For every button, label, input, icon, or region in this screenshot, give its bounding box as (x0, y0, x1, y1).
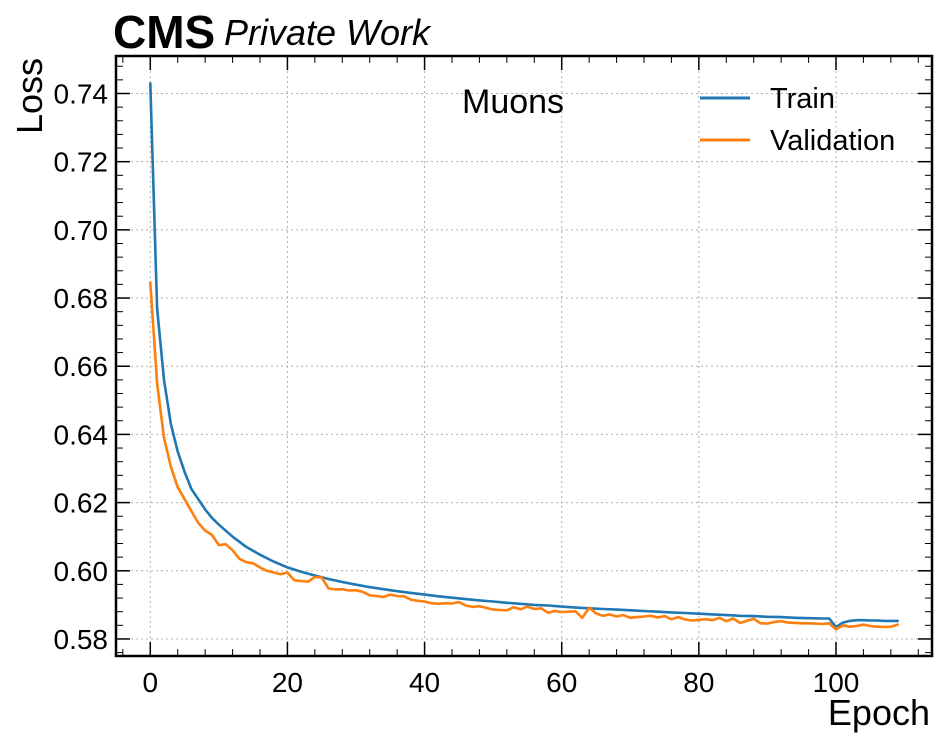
y-tick-labels: 0.58 0.60 0.62 0.64 0.66 0.68 0.70 0.72 0.74 (54, 79, 109, 655)
legend-label-train: Train (770, 83, 835, 115)
y-tick-label: 0.66 (54, 351, 109, 382)
x-axis-title: Epoch (828, 692, 930, 733)
x-tick-label: 20 (272, 667, 303, 698)
x-tick-label: 80 (683, 667, 714, 698)
x-tick-label: 60 (546, 667, 577, 698)
legend: Train Validation (700, 83, 895, 157)
plot-frame (114, 54, 934, 658)
series-line-validation (149, 281, 900, 631)
y-tick-label: 0.68 (54, 283, 109, 314)
experiment-subtitle: Private Work (224, 12, 432, 53)
y-tick-label: 0.74 (54, 79, 109, 110)
y-tick-label: 0.70 (54, 215, 109, 246)
y-tick-label: 0.60 (54, 556, 109, 587)
x-tick-label: 0 (142, 667, 158, 698)
x-tick-labels: 0 20 40 60 80 100 (142, 667, 859, 698)
y-axis-title: Loss (9, 58, 50, 134)
major-ticks (116, 56, 932, 656)
series-line-train (149, 82, 900, 629)
y-tick-label: 0.58 (54, 624, 109, 655)
x-tick-label: 100 (813, 667, 860, 698)
legend-label-validation: Validation (770, 125, 895, 157)
experiment-label: CMS (113, 6, 215, 58)
y-tick-label: 0.62 (54, 488, 109, 519)
grid (116, 56, 932, 656)
annotation-muons: Muons (462, 83, 564, 121)
x-tick-label: 40 (409, 667, 440, 698)
y-tick-label: 0.64 (54, 419, 109, 450)
series-lines (149, 82, 900, 631)
y-tick-label: 0.72 (54, 147, 109, 178)
